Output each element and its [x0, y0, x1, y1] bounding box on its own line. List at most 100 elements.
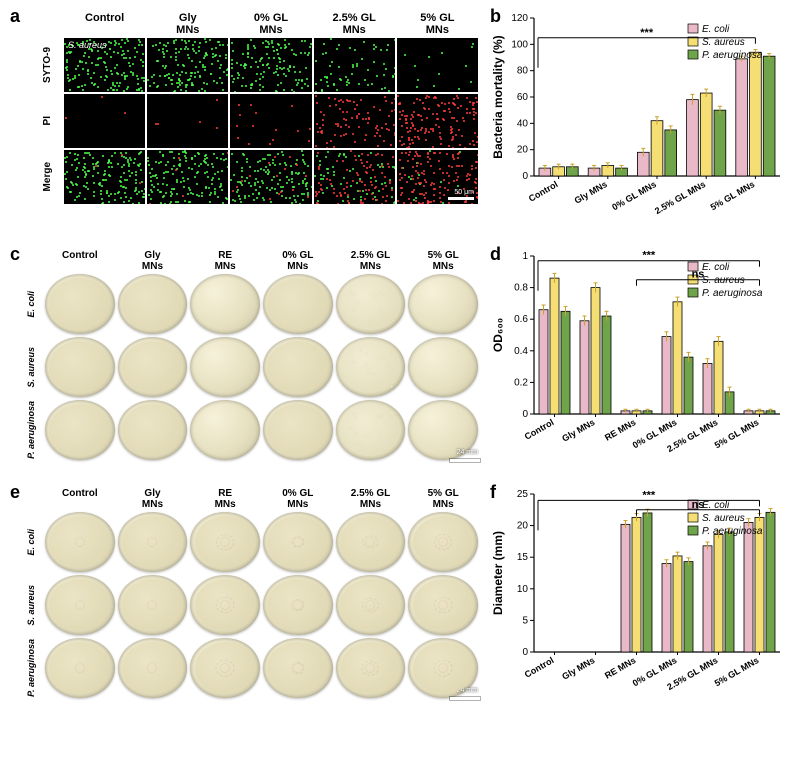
svg-text:***: ***	[642, 489, 656, 501]
inhibition-zone	[291, 662, 304, 674]
center-disc	[293, 537, 303, 547]
center-disc	[75, 663, 85, 673]
agar-plate	[118, 274, 188, 334]
agar-plate: 24 mm	[408, 400, 478, 460]
panel-c-grid: E. coliS. aureusP. aeruginosa24 mm	[20, 274, 478, 460]
agar-plate	[190, 400, 260, 460]
svg-text:P. aeruginosa: P. aeruginosa	[702, 50, 763, 61]
inhibition-zone	[362, 598, 378, 612]
panel-e: e ControlGlyMNsREMNs0% GLMNs2.5% GLMNs5%…	[8, 484, 478, 714]
center-disc	[220, 600, 230, 610]
fluorescence-image: S. aureus	[64, 38, 145, 92]
fluorescence-image	[230, 150, 311, 204]
svg-text:0.2: 0.2	[514, 377, 528, 388]
svg-text:0.6: 0.6	[514, 314, 528, 325]
panel-c-col-headers: ControlGlyMNsREMNs0% GLMNs2.5% GLMNs5% G…	[20, 250, 478, 274]
agar-plate	[408, 337, 478, 397]
svg-text:1: 1	[522, 251, 528, 262]
panel-c: c ControlGlyMNsREMNs0% GLMNs2.5% GLMNs5%…	[8, 246, 478, 476]
svg-text:***: ***	[642, 250, 656, 262]
svg-text:2.5% GL MNs: 2.5% GL MNs	[653, 179, 707, 216]
inhibition-zone	[216, 597, 235, 613]
svg-text:E. coli: E. coli	[702, 24, 730, 35]
panel-a-label: a	[10, 6, 20, 27]
panel-a-col-header: 0% GLMNs	[230, 12, 311, 38]
center-disc	[75, 600, 85, 610]
center-disc	[220, 663, 230, 673]
agar-plate	[263, 575, 333, 635]
plate-row-label: P. aeruginosa	[26, 401, 36, 459]
panel-e-content: ControlGlyMNsREMNs0% GLMNs2.5% GLMNs5% G…	[8, 484, 478, 698]
panel-a-row-label: SYTO-9	[42, 47, 53, 83]
panel-e-label: e	[10, 482, 20, 503]
fluorescence-image	[230, 38, 311, 92]
svg-text:10: 10	[517, 584, 529, 595]
agar-plate	[190, 575, 260, 635]
center-disc	[365, 537, 375, 547]
plate-col-header: 5% GLMNs	[408, 250, 478, 274]
center-disc	[365, 663, 375, 673]
fluorescence-image	[397, 38, 478, 92]
agar-plate: 24 mm	[408, 638, 478, 698]
agar-plate	[336, 337, 406, 397]
panel-b-svg: 020406080100120Bacteria mortality (%)Con…	[488, 8, 788, 238]
plate-row-label: E. coli	[26, 529, 36, 556]
fluorescence-image	[314, 150, 395, 204]
agar-plate	[408, 274, 478, 334]
plate-col-header: REMNs	[190, 250, 260, 274]
agar-plate	[45, 638, 115, 698]
panel-b-chart: 020406080100120Bacteria mortality (%)Con…	[488, 8, 788, 238]
agar-plate	[408, 512, 478, 572]
panel-d-chart: 00.20.40.60.81OD₆₀₀ControlGly MNsRE MNs0…	[488, 246, 788, 476]
svg-text:0: 0	[522, 409, 528, 420]
panel-c-label: c	[10, 244, 20, 265]
panel-b: b 020406080100120Bacteria mortality (%)C…	[488, 8, 788, 238]
plate-row-label: E. coli	[26, 291, 36, 318]
agar-plate	[336, 638, 406, 698]
plate-col-header: 2.5% GLMNs	[336, 488, 406, 512]
svg-text:Gly MNs: Gly MNs	[560, 655, 596, 682]
svg-text:5% GL MNs: 5% GL MNs	[709, 179, 757, 212]
scale-bar	[448, 197, 474, 200]
fluorescence-image	[314, 38, 395, 92]
plate-row-label: S. aureus	[26, 585, 36, 626]
agar-plate	[190, 274, 260, 334]
inhibition-zone	[216, 534, 234, 550]
fluorescence-image	[314, 94, 395, 148]
svg-text:Diameter (mm): Diameter (mm)	[491, 531, 505, 615]
svg-text:***: ***	[640, 27, 654, 39]
panel-e-col-headers: ControlGlyMNsREMNs0% GLMNs2.5% GLMNs5% G…	[20, 488, 478, 512]
scale-text: 24 mm	[457, 687, 478, 694]
panel-d: d 00.20.40.60.81OD₆₀₀ControlGly MNsRE MN…	[488, 246, 788, 476]
plate-col-header: 5% GLMNs	[408, 488, 478, 512]
center-disc	[147, 663, 157, 673]
center-disc	[147, 600, 157, 610]
center-disc	[365, 600, 375, 610]
agar-plate	[118, 512, 188, 572]
center-disc	[293, 663, 303, 673]
agar-plate	[118, 400, 188, 460]
svg-text:60: 60	[517, 92, 529, 103]
svg-text:S. aureus: S. aureus	[702, 37, 745, 48]
scale-bar	[450, 459, 480, 462]
fluorescence-image	[64, 150, 145, 204]
fluorescence-image	[397, 94, 478, 148]
panel-d-svg: 00.20.40.60.81OD₆₀₀ControlGly MNsRE MNs0…	[488, 246, 788, 476]
figure-root: a ControlGlyMNs0% GLMNs2.5% GLMNs5% GLMN…	[8, 8, 786, 714]
svg-text:RE MNs: RE MNs	[603, 655, 637, 681]
svg-text:Control: Control	[523, 655, 556, 680]
svg-text:ns: ns	[692, 269, 705, 281]
fluorescence-image	[147, 38, 228, 92]
panel-f-chart: 0510152025Diameter (mm)ControlGly MNsRE …	[488, 484, 788, 714]
svg-text:100: 100	[511, 39, 528, 50]
plate-col-header: 0% GLMNs	[263, 250, 333, 274]
agar-plate	[336, 575, 406, 635]
agar-plate	[45, 274, 115, 334]
plate-col-header: Control	[45, 488, 115, 512]
plate-col-header: REMNs	[190, 488, 260, 512]
agar-plate	[263, 337, 333, 397]
panel-a-col-header: 5% GLMNs	[397, 12, 478, 38]
panel-a-content: ControlGlyMNs0% GLMNs2.5% GLMNs5% GLMNs …	[8, 8, 478, 204]
panel-c-content: ControlGlyMNsREMNs0% GLMNs2.5% GLMNs5% G…	[8, 246, 478, 460]
svg-text:120: 120	[511, 13, 528, 24]
